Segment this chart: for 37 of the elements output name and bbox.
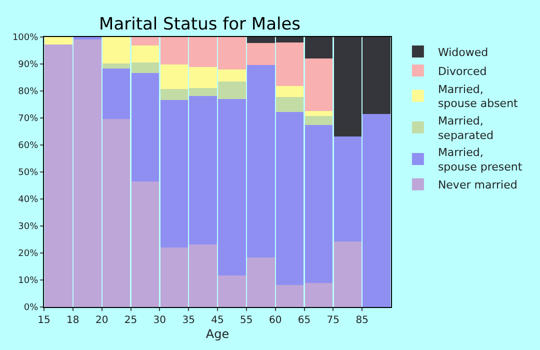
y-tick-label: 0%	[24, 303, 39, 314]
x-tick-label: 75	[326, 315, 340, 326]
y-tick-label: 70%	[18, 114, 39, 124]
y-tick-label: 80%	[18, 87, 39, 98]
bar	[276, 96, 304, 112]
legend-label: Widowed	[438, 46, 488, 59]
y-tick-label: 90%	[18, 60, 39, 70]
x-axis-title: Age	[206, 326, 230, 341]
y-tick-label: 60%	[18, 141, 39, 152]
y-tick-label: 50%	[18, 168, 39, 178]
legend-label: Married, spouse absent	[438, 82, 519, 110]
x-tick-label: 65	[298, 315, 311, 326]
bar	[44, 37, 72, 45]
x-tick-label: 35	[182, 315, 195, 326]
y-tick-label: 10%	[18, 276, 39, 286]
y-tick-label: 100%	[12, 33, 39, 44]
x-tick-label: 15	[38, 315, 50, 326]
x-tick-label: 85	[356, 315, 368, 326]
x-tick-label: 20	[95, 315, 108, 326]
x-tick-label: 55	[240, 315, 253, 326]
x-tick-label: 18	[66, 315, 80, 326]
legend-label: Married, spouse present	[438, 146, 523, 174]
chart-title: Marital Status for Males	[99, 14, 301, 34]
x-tick-label: 45	[211, 315, 224, 326]
bar	[276, 86, 304, 97]
y-tick-label: 20%	[18, 249, 39, 260]
bar	[304, 110, 333, 116]
bar	[304, 116, 333, 125]
legend-label: Divorced	[438, 64, 487, 78]
legend-label: Married, separated	[438, 114, 494, 142]
x-tick-label: 60	[268, 315, 282, 326]
legend-label: Never married	[438, 178, 518, 192]
y-tick-label: 40%	[18, 195, 39, 206]
bar	[74, 37, 102, 40]
x-tick-label: 30	[153, 315, 166, 326]
y-tick-label: 30%	[18, 222, 39, 232]
x-tick-label: 25	[124, 315, 138, 326]
